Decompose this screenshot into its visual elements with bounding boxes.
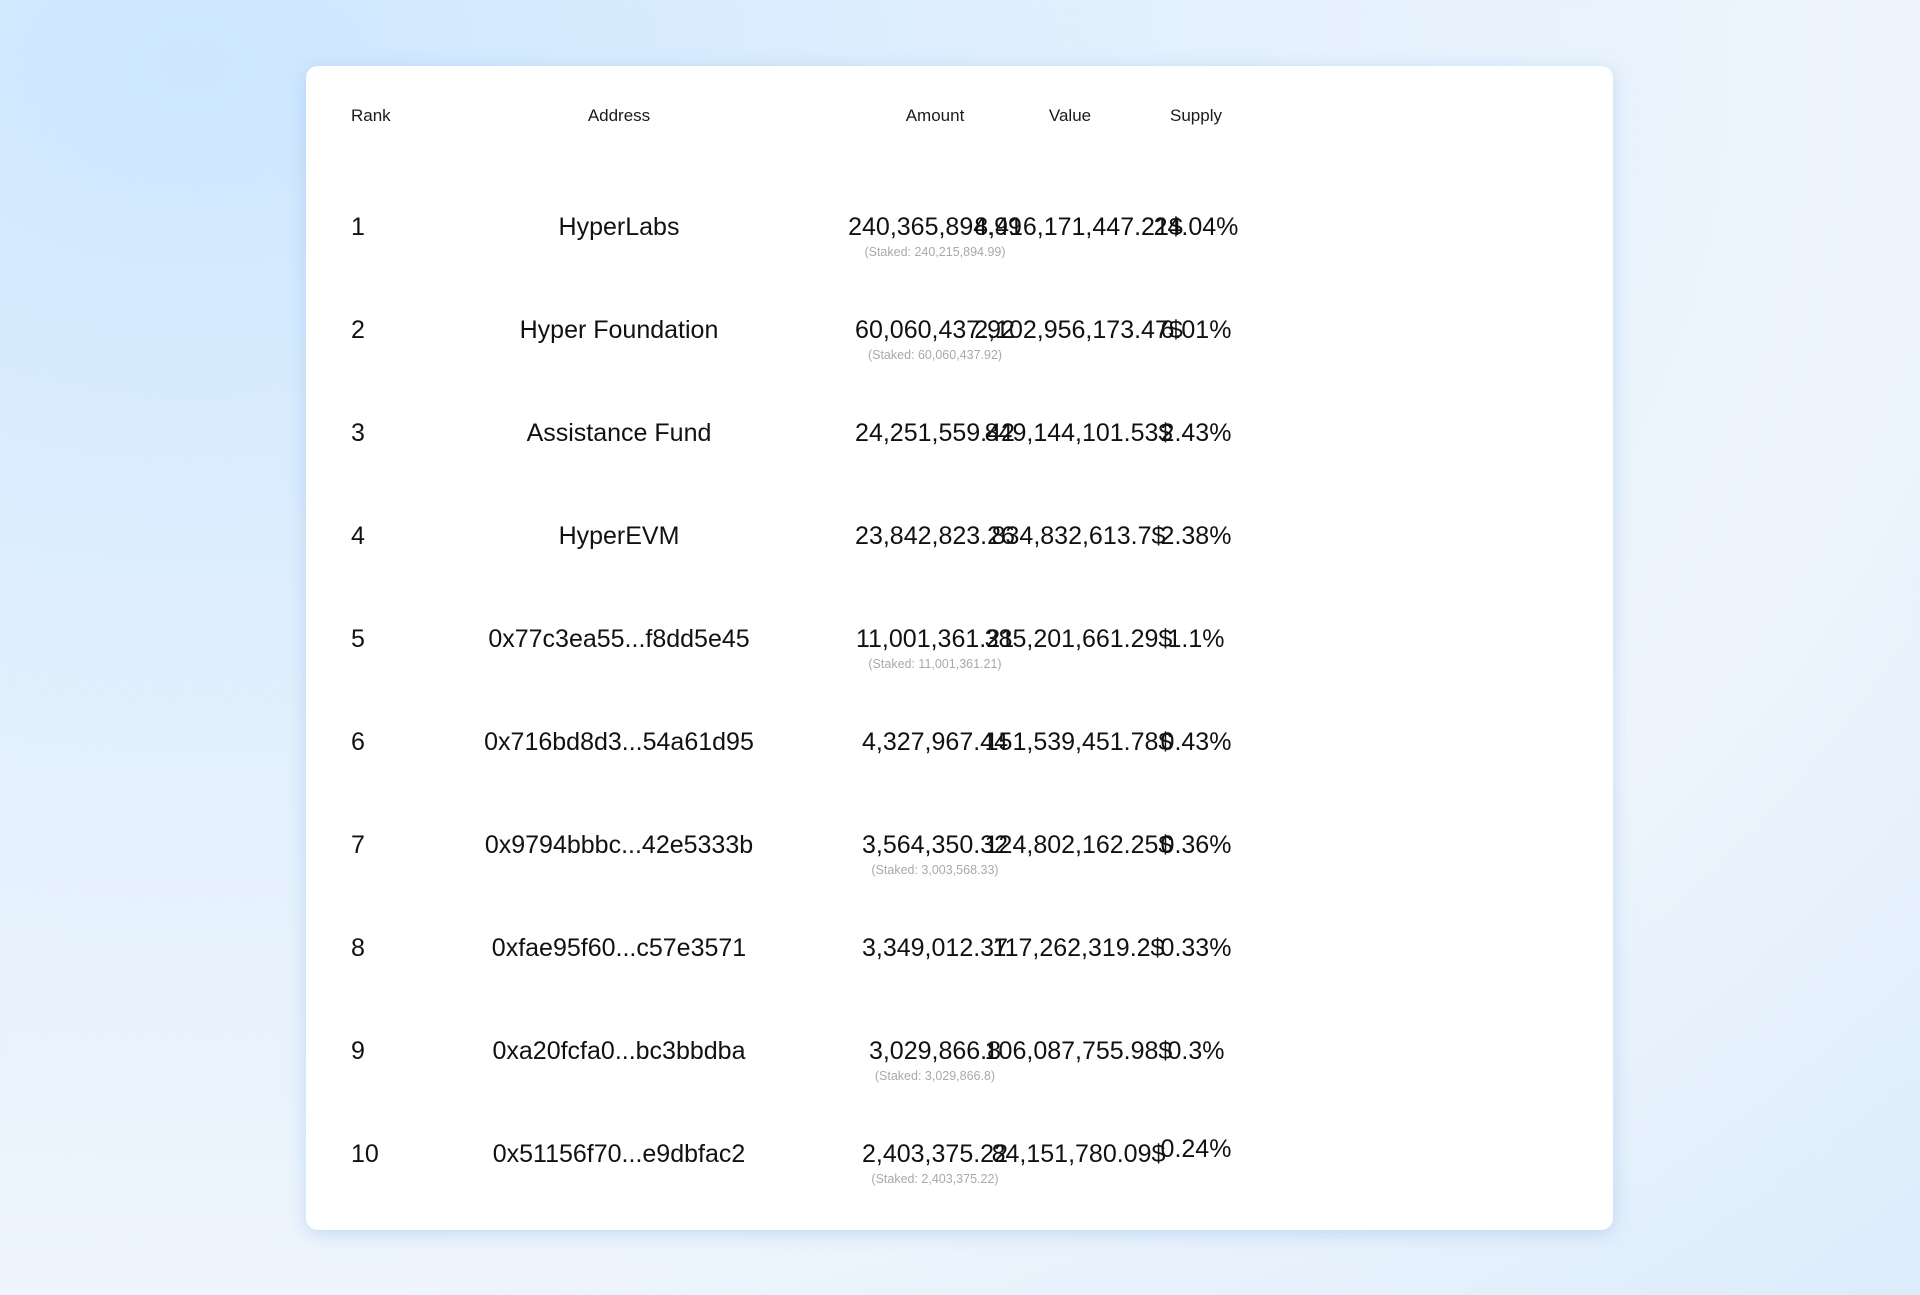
value-cell: 8,416,171,447.21$	[974, 213, 1183, 241]
value-cell: 834,832,613.7$	[991, 522, 1166, 550]
rank-cell: 7	[351, 831, 365, 859]
table-row[interactable]: 1 HyperLabs 240,365,894.99 (Staked: 240,…	[306, 211, 1613, 314]
rank-cell: 10	[351, 1140, 379, 1168]
supply-cell: 2.43%	[1160, 419, 1232, 447]
rank-cell: 2	[351, 316, 365, 344]
header-value: Value	[1048, 106, 1092, 125]
amount-cell: 3,349,012.37	[862, 934, 1008, 962]
amount-cell: 24,251,559.42	[855, 419, 1015, 447]
amount-cell: 11,001,361.21	[855, 625, 1015, 653]
staked-amount: (Staked: 11,001,361.21)	[868, 657, 1002, 671]
amount-cell: 2,403,375.22	[862, 1140, 1008, 1168]
header-address: Address	[587, 106, 651, 125]
rank-cell: 6	[351, 728, 365, 756]
value-cell: 2,102,956,173.47$	[974, 316, 1183, 344]
amount-cell: 23,842,823.26	[855, 522, 1015, 550]
table-row[interactable]: 5 0x77c3ea55...f8dd5e45 11,001,361.21 (S…	[306, 623, 1613, 726]
address-link[interactable]: 0x51156f70...e9dbfac2	[492, 1140, 746, 1168]
address-link[interactable]: 0x9794bbbc...42e5333b	[484, 831, 754, 859]
table-row[interactable]: 2 Hyper Foundation 60,060,437.92 (Staked…	[306, 314, 1613, 417]
table-row[interactable]: 8 0xfae95f60...c57e3571 3,349,012.37 117…	[306, 932, 1613, 1035]
header-supply: Supply	[1170, 106, 1222, 125]
rank-cell: 8	[351, 934, 365, 962]
amount-cell: 4,327,967.44	[862, 728, 1008, 756]
value-cell: 106,087,755.98$	[984, 1037, 1173, 1065]
address-link[interactable]: HyperEVM	[558, 522, 680, 550]
supply-cell: 1.1%	[1167, 625, 1225, 653]
supply-cell: 0.33%	[1160, 934, 1232, 962]
staked-amount: (Staked: 3,029,866.8)	[874, 1069, 996, 1083]
table-row[interactable]: 7 0x9794bbbc...42e5333b 3,564,350.32 (St…	[306, 829, 1613, 932]
rank-cell: 9	[351, 1037, 365, 1065]
value-cell: 124,802,162.25$	[984, 831, 1173, 859]
address-link[interactable]: HyperLabs	[558, 213, 680, 241]
amount-cell: 60,060,437.92	[855, 316, 1015, 344]
value-cell: 117,262,319.2$	[992, 934, 1165, 962]
table-row[interactable]: 3 Assistance Fund 24,251,559.42 849,144,…	[306, 417, 1613, 520]
table-row[interactable]: 6 0x716bd8d3...54a61d95 4,327,967.44 151…	[306, 726, 1613, 829]
address-link[interactable]: 0x716bd8d3...54a61d95	[484, 728, 754, 756]
amount-cell: 3,029,866.8	[868, 1037, 1002, 1065]
header-amount: Amount	[905, 106, 965, 125]
supply-cell: 0.3%	[1167, 1037, 1225, 1065]
table-row[interactable]: 10 0x51156f70...e9dbfac2 2,403,375.22 (S…	[306, 1135, 1613, 1241]
header-rank: Rank	[351, 106, 391, 125]
supply-cell: 24.04%	[1153, 213, 1239, 241]
staked-amount: (Staked: 3,003,568.33)	[871, 863, 999, 877]
amount-cell: 3,564,350.32	[862, 831, 1008, 859]
rank-cell: 5	[351, 625, 365, 653]
value-cell: 84,151,780.09$	[991, 1140, 1166, 1168]
supply-cell: 0.24%	[1160, 1135, 1232, 1163]
address-link[interactable]: 0xa20fcfa0...bc3bbdba	[492, 1037, 746, 1065]
supply-cell: 0.43%	[1160, 728, 1232, 756]
address-link[interactable]: Assistance Fund	[526, 419, 712, 447]
address-link[interactable]: 0x77c3ea55...f8dd5e45	[488, 625, 750, 653]
table-row[interactable]: 9 0xa20fcfa0...bc3bbdba 3,029,866.8 (Sta…	[306, 1035, 1613, 1138]
supply-cell: 0.36%	[1160, 831, 1232, 859]
staked-amount: (Staked: 2,403,375.22)	[871, 1172, 999, 1186]
value-cell: 151,539,451.78$	[984, 728, 1173, 756]
rank-cell: 1	[351, 213, 365, 241]
rank-cell: 3	[351, 419, 365, 447]
address-link[interactable]: Hyper Foundation	[519, 316, 719, 344]
rank-cell: 4	[351, 522, 365, 550]
address-link[interactable]: 0xfae95f60...c57e3571	[491, 934, 747, 962]
supply-cell: 2.38%	[1160, 522, 1232, 550]
supply-cell: 6.01%	[1160, 316, 1232, 344]
value-cell: 385,201,661.29$	[984, 625, 1173, 653]
staked-amount: (Staked: 60,060,437.92)	[867, 348, 1003, 362]
staked-amount: (Staked: 240,215,894.99)	[864, 245, 1006, 259]
value-cell: 849,144,101.53$	[984, 419, 1173, 447]
amount-cell: 240,365,894.99	[848, 213, 1022, 241]
table-header: Rank Address Amount Value Supply	[306, 66, 1613, 166]
holders-table-card: Rank Address Amount Value Supply 1 Hyper…	[306, 66, 1613, 1230]
table-row[interactable]: 4 HyperEVM 23,842,823.26 834,832,613.7$ …	[306, 520, 1613, 623]
